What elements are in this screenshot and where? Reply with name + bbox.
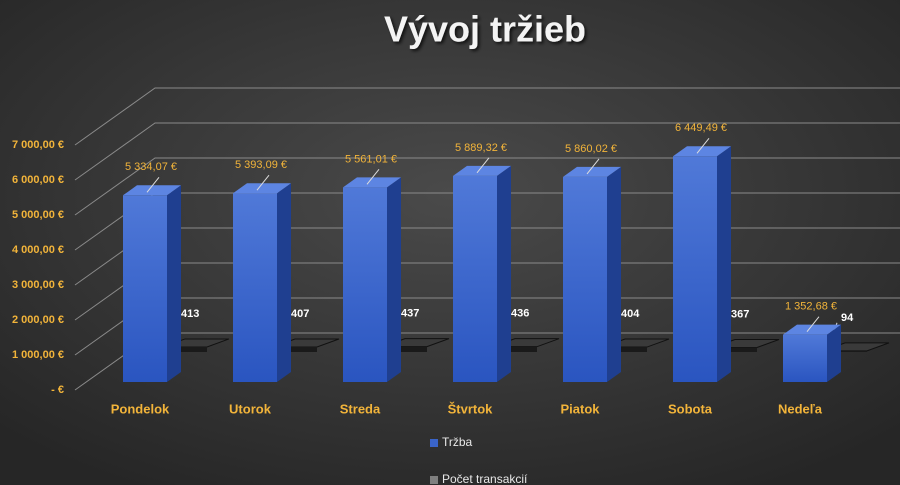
bar-front [273,347,317,352]
bar-front [603,347,647,352]
bar-front [823,350,867,352]
x-tick-label: Pondelok [111,401,170,416]
bar [673,146,731,382]
bar-front [493,346,537,352]
x-tick-label: Streda [340,401,381,416]
data-label: 5 889,32 € [455,142,507,154]
bar-side [717,146,731,382]
y-tick-label: 3 000,00 € [12,279,64,291]
bar-front [783,334,827,382]
bar-top [783,324,841,335]
y-tick-label: 4 000,00 € [12,244,64,256]
legend-swatch [430,439,438,447]
x-tick-label: Sobota [668,401,713,416]
data-label: 407 [291,308,309,320]
bar-front [123,195,167,382]
leader-line [806,316,820,332]
leader-line [586,158,600,175]
legend-swatch [430,476,438,484]
grid-line [74,122,900,181]
bar-front [383,346,427,352]
y-tick-label: 1 000,00 € [12,349,64,361]
bar-front [563,176,607,382]
grid-line [74,157,900,216]
bar-front [233,193,277,382]
data-label: 1 352,68 € [785,301,837,313]
bar-side [167,185,181,382]
bar-front [673,156,717,382]
bar-side [827,324,841,382]
leader-line [476,157,490,174]
bar-top [123,185,181,196]
bar [233,183,291,382]
data-label: 94 [841,312,854,324]
data-label: 413 [181,308,199,320]
bar-top [233,183,291,194]
data-label: 367 [731,308,749,320]
leader-line [366,169,380,185]
bar [343,177,401,382]
bar [783,324,841,382]
leader-line [256,174,270,191]
bar-side [387,177,401,382]
x-tick-label: Štvrtok [448,401,494,416]
leader-line [146,176,160,193]
data-label: 436 [511,308,529,320]
y-tick-label: 5 000,00 € [12,209,64,221]
y-tick-label: - € [51,384,64,396]
grid-line [74,87,900,146]
y-tick-label: 6 000,00 € [12,174,64,186]
data-label: 5 334,07 € [125,161,177,173]
bar-front [713,347,757,352]
chart-title: Vývoj tržieb [384,9,586,50]
data-label: 5 393,09 € [235,159,287,171]
bar-front [343,187,387,382]
bar [453,165,511,382]
bar-top [673,146,731,157]
x-tick-label: Nedeľa [778,401,823,416]
bar-side [277,183,291,382]
bar [123,185,181,382]
data-label: 404 [621,308,640,320]
bar [563,166,621,382]
y-tick-label: 7 000,00 € [12,139,64,151]
data-label: 6 449,49 € [675,122,727,134]
bar-top [343,177,401,188]
bar-top [563,166,621,177]
legend-label: Počet transakcií [442,472,528,485]
bar-side [497,165,511,382]
bar-front [453,175,497,382]
bar-front [163,346,207,352]
x-tick-label: Utorok [229,401,272,416]
leader-line [696,137,710,154]
data-label: 5 860,02 € [565,143,617,155]
bar-side [607,166,621,382]
y-tick-label: 2 000,00 € [12,314,64,326]
data-label: 437 [401,308,419,320]
legend-label: Tržba [442,435,473,449]
x-tick-label: Piatok [560,401,600,416]
bar-top [453,165,511,176]
data-label: 5 561,01 € [345,153,397,165]
